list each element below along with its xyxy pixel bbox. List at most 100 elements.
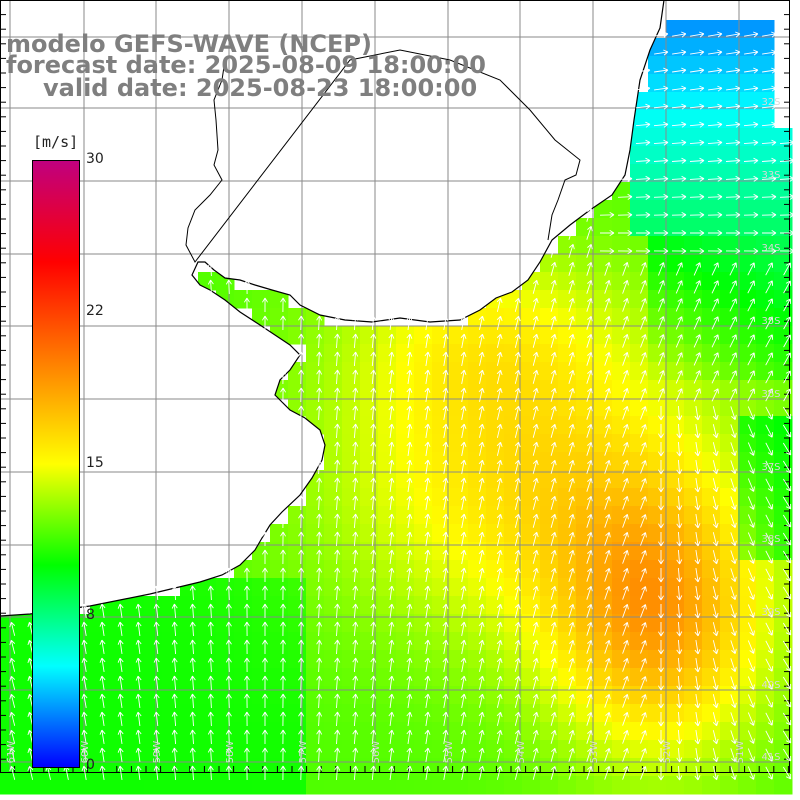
- wind-arrow: [690, 85, 705, 92]
- wind-arrow: [478, 567, 485, 582]
- wind-arrow: [388, 747, 395, 762]
- wind-arrow: [568, 333, 575, 348]
- wind-arrow: [765, 424, 773, 438]
- wind-speed-cell: [720, 20, 739, 39]
- wind-speed-cell: [648, 650, 667, 669]
- wind-arrow: [153, 657, 160, 673]
- wind-speed-cell: [666, 164, 685, 183]
- wind-arrow: [370, 765, 377, 781]
- wind-arrow: [676, 549, 683, 565]
- wind-arrow: [586, 423, 593, 438]
- wind-speed-cell: [306, 398, 325, 417]
- wind-arrow: [135, 711, 142, 726]
- wind-arrow: [694, 478, 701, 493]
- wind-speed-cell: [702, 542, 721, 561]
- wind-arrow: [586, 513, 593, 528]
- wind-speed-cell: [234, 596, 253, 615]
- latitude-label: 34S: [761, 243, 780, 254]
- wind-speed-cell: [648, 506, 667, 525]
- wind-arrow: [604, 316, 611, 330]
- wind-arrow: [712, 550, 719, 565]
- wind-speed-cell: [18, 650, 37, 669]
- wind-arrow: [694, 550, 701, 565]
- wind-arrow: [496, 729, 503, 744]
- wind-speed-cell: [288, 704, 307, 723]
- wind-arrow: [765, 406, 773, 420]
- wind-speed-cell: [162, 740, 181, 759]
- wind-speed-cell: [432, 434, 451, 453]
- wind-speed-cell: [432, 452, 451, 471]
- wind-arrow: [640, 658, 647, 672]
- wind-speed-cell: [288, 776, 307, 795]
- wind-speed-cell: [486, 704, 505, 723]
- wind-speed-cell: [738, 470, 757, 489]
- wind-arrow: [334, 693, 341, 709]
- wind-arrow: [729, 280, 737, 294]
- wind-speed-cell: [414, 416, 433, 435]
- wind-arrow: [334, 657, 341, 673]
- wind-speed-cell: [738, 686, 757, 705]
- wind-arrow: [135, 729, 142, 744]
- wind-speed-cell: [702, 110, 721, 129]
- wind-speed-cell: [90, 758, 109, 777]
- wind-arrow: [657, 352, 665, 366]
- wind-arrow: [765, 532, 773, 546]
- wind-arrow: [725, 193, 741, 200]
- wind-speed-cell: [90, 614, 109, 633]
- wind-arrow: [708, 67, 723, 74]
- wind-speed-cell: [450, 578, 469, 597]
- wind-arrow: [658, 460, 664, 475]
- wind-arrow: [640, 442, 647, 456]
- wind-speed-cell: [324, 344, 343, 363]
- wind-speed-cell: [558, 380, 577, 399]
- wind-arrow: [406, 711, 413, 726]
- wind-arrow: [496, 315, 503, 330]
- wind-arrow: [460, 531, 467, 546]
- wind-arrow: [496, 711, 503, 726]
- wind-speed-cell: [540, 722, 559, 741]
- wind-speed-cell: [576, 290, 595, 309]
- wind-arrow: [442, 459, 449, 474]
- wind-arrow: [782, 496, 792, 510]
- wind-arrow: [747, 496, 755, 510]
- wind-speed-cell: [738, 92, 757, 111]
- wind-arrow: [622, 550, 629, 564]
- wind-arrow: [568, 585, 575, 600]
- wind-speed-cell: [288, 326, 307, 345]
- wind-arrow: [532, 279, 539, 294]
- wind-arrow: [532, 603, 539, 618]
- wind-speed-cell: [396, 614, 415, 633]
- wind-arrow: [514, 495, 521, 510]
- wind-speed-cell: [342, 668, 361, 687]
- wind-arrow: [604, 496, 611, 510]
- wind-arrow: [388, 621, 395, 636]
- wind-arrow: [117, 603, 124, 618]
- wind-speed-cell: [702, 578, 721, 597]
- wind-speed-cell: [468, 452, 487, 471]
- wind-arrow: [711, 316, 719, 330]
- wind-speed-cell: [720, 668, 739, 687]
- wind-arrow: [496, 675, 503, 690]
- wind-arrow: [712, 586, 719, 601]
- wind-speed-cell: [522, 452, 541, 471]
- wind-arrow: [496, 531, 503, 546]
- wind-arrow: [747, 748, 755, 762]
- wind-speed-cell: [684, 398, 703, 417]
- wind-arrow: [707, 157, 723, 164]
- wind-arrow: [442, 747, 449, 762]
- wind-arrow: [694, 712, 701, 727]
- wind-arrow: [747, 478, 755, 492]
- wind-speed-cell: [306, 542, 325, 561]
- wind-speed-cell: [450, 704, 469, 723]
- wind-arrow: [225, 639, 232, 655]
- wind-arrow: [514, 369, 521, 384]
- wind-speed-cell: [540, 434, 559, 453]
- wind-speed-cell: [144, 704, 163, 723]
- wind-arrow: [658, 514, 664, 529]
- wind-arrow: [514, 693, 521, 708]
- wind-speed-cell: [666, 524, 685, 543]
- wind-speed-cell: [378, 686, 397, 705]
- wind-arrow: [81, 621, 88, 636]
- wind-speed-cell: [450, 344, 469, 363]
- wind-arrow: [352, 747, 359, 763]
